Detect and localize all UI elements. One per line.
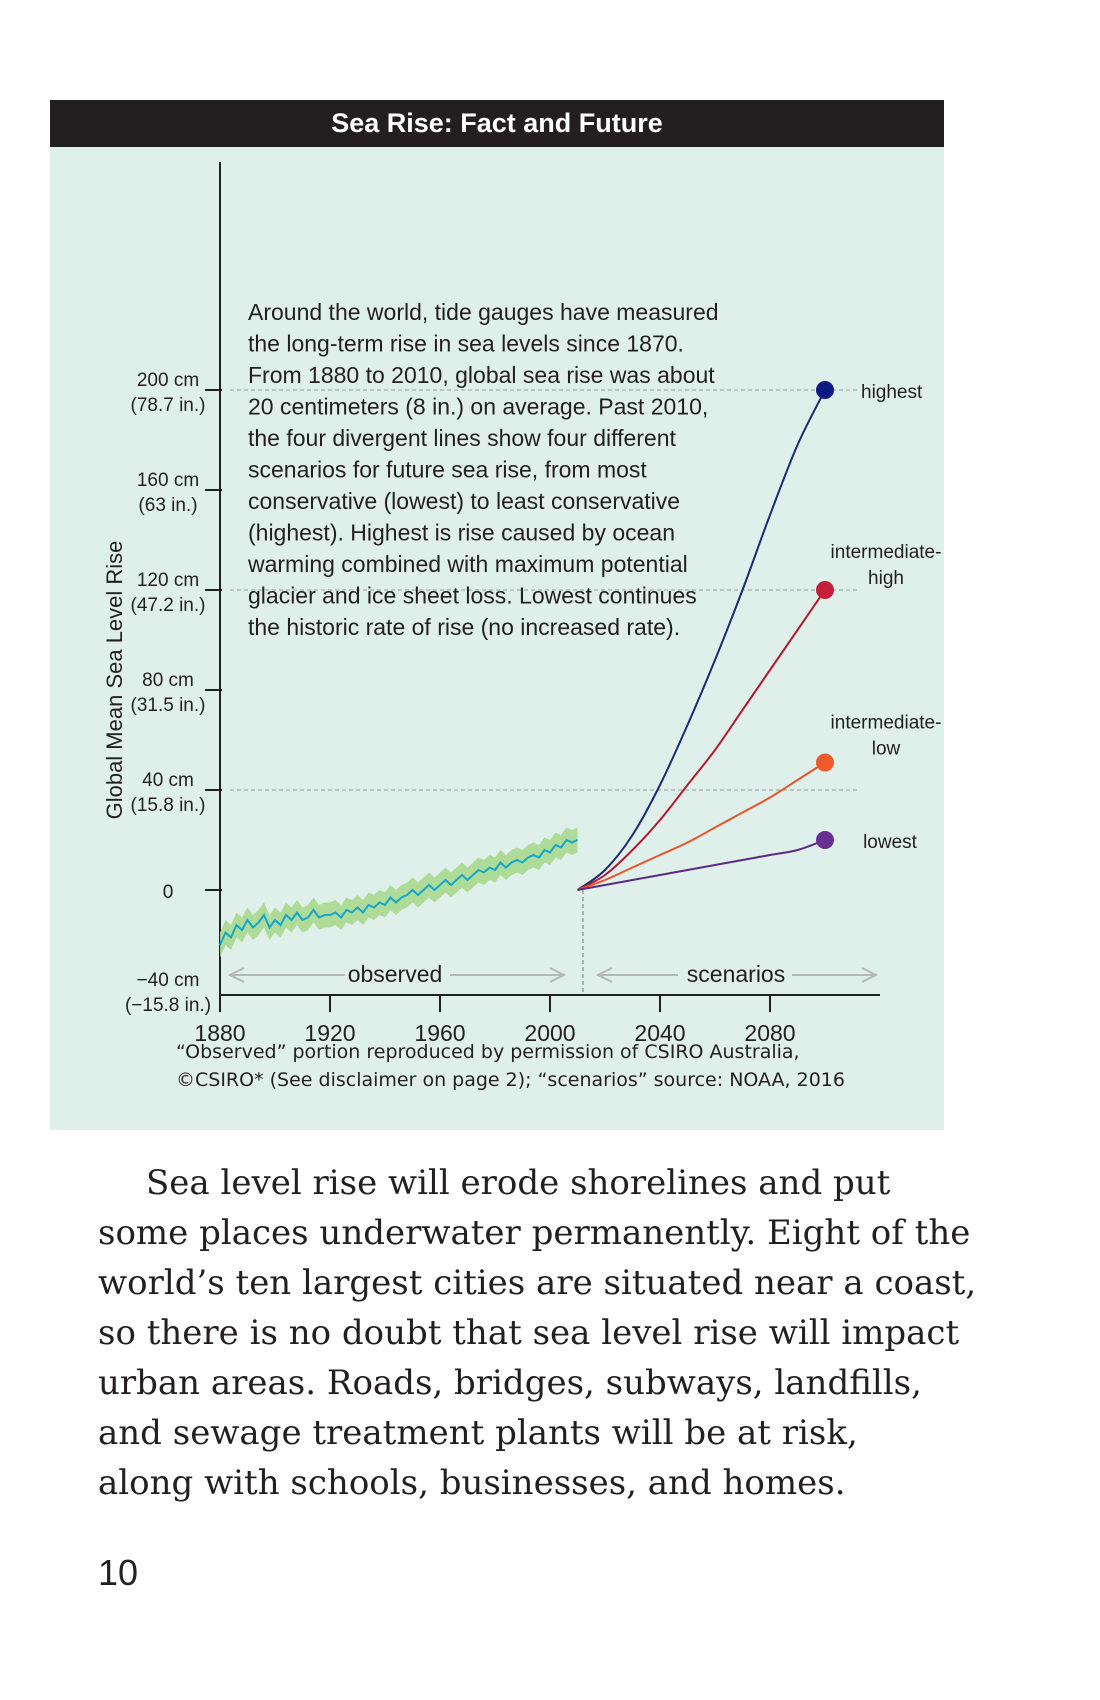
series-label: highest	[861, 382, 923, 403]
y-tick-label: 80 cm	[142, 670, 194, 691]
body-line: along with schools, businesses, and home…	[98, 1463, 846, 1503]
scenario-endpoint-intermediate-low	[816, 753, 834, 772]
series-label: intermediate-	[831, 542, 942, 563]
scenario-endpoint-intermediate-high	[816, 581, 834, 599]
y-tick-label: 200 cm	[137, 370, 199, 391]
chart-svg: Global Mean Sea Level Rise 200 cm (78.7 i…	[102, 162, 942, 1046]
series-label: intermediate-	[831, 713, 942, 734]
x-tick-label: 2000	[524, 1020, 575, 1046]
annotation-line: the long-term rise in sea levels since 1…	[248, 331, 684, 357]
credit-line: ©CSIRO* (See disclaimer on page 2); “sce…	[176, 1069, 845, 1091]
x-tick-label: 1960	[414, 1020, 465, 1046]
body-line: urban areas. Roads, bridges, subways, la…	[98, 1363, 922, 1403]
chart-credit: “Observed” portion reproduced by permiss…	[176, 1038, 916, 1094]
y-tick-sublabel: (31.5 in.)	[131, 695, 206, 716]
x-tick-label: 1880	[194, 1020, 245, 1046]
x-tick-label: 2080	[744, 1020, 795, 1046]
body-line: world’s ten largest cities are situated …	[98, 1263, 977, 1303]
y-tick-label: −40 cm	[137, 970, 200, 991]
body-paragraph: Sea level rise will erode shorelines and…	[98, 1158, 977, 1508]
body-line: so there is no doubt that sea level rise…	[98, 1313, 960, 1353]
scenario-line-intermediate-low	[577, 761, 826, 891]
annotation-line: conservative (lowest) to least conservat…	[248, 488, 680, 514]
scenario-line-lowest	[577, 839, 826, 891]
annotation-line: warming combined with maximum potential	[247, 551, 688, 577]
observed-arrow-left-head	[227, 967, 245, 983]
chart-figure: Sea Rise: Fact and Future Global Mean Se…	[50, 100, 944, 1130]
y-tick-sublabel: (−15.8 in.)	[125, 995, 211, 1016]
scenario-line-intermediate-high	[577, 589, 826, 891]
scenarios-label: scenarios	[687, 961, 785, 987]
y-tick-sublabel: (47.2 in.)	[131, 595, 206, 616]
annotation-line: 20 centimeters (8 in.) on average. Past …	[248, 394, 708, 420]
scenarios-arrow-right-head	[861, 967, 879, 983]
annotation-line: Around the world, tide gauges have measu…	[248, 299, 719, 325]
body-line: some places underwater permanently. Eigh…	[98, 1213, 971, 1253]
observed-uncertainty-band	[220, 827, 578, 958]
annotation-line: the historic rate of rise (no increased …	[248, 614, 680, 640]
y-tick-label: 40 cm	[142, 770, 194, 791]
scenario-endpoint-highest	[816, 381, 834, 399]
scenario-line-highest	[576, 389, 826, 891]
y-tick-sublabel: (15.8 in.)	[131, 795, 206, 816]
y-tick-label: 0	[163, 882, 174, 903]
observed-label: observed	[348, 961, 443, 987]
series-label: lowest	[863, 832, 918, 853]
annotation-line: (highest). Highest is rise caused by oce…	[248, 520, 675, 546]
body-line: and sewage treatment plants will be at r…	[98, 1413, 858, 1453]
x-tick-label: 2040	[634, 1020, 685, 1046]
annotation-line: the four divergent lines show four diffe…	[248, 425, 676, 451]
y-tick-label: 160 cm	[137, 470, 199, 491]
page-number: 10	[98, 1552, 139, 1593]
credit-line: “Observed” portion reproduced by permiss…	[176, 1041, 800, 1063]
x-tick-label: 1920	[304, 1020, 355, 1046]
observed-line	[219, 838, 578, 946]
observed-arrow-right-head	[549, 967, 567, 983]
annotation-line: scenarios for future sea rise, from most	[248, 457, 647, 483]
series-label: high	[868, 568, 904, 589]
y-tick-sublabel: (63 in.)	[138, 495, 197, 516]
y-tick-label: 120 cm	[137, 570, 199, 591]
scenarios-arrow-left-head	[595, 967, 613, 983]
y-axis-title: Global Mean Sea Level Rise	[102, 541, 127, 820]
annotation-line: From 1880 to 2010, global sea rise was a…	[248, 362, 715, 388]
chart-title: Sea Rise: Fact and Future	[50, 100, 944, 147]
y-tick-sublabel: (78.7 in.)	[131, 395, 206, 416]
scenario-endpoint-lowest	[816, 831, 834, 849]
body-line: Sea level rise will erode shorelines and…	[146, 1163, 891, 1203]
series-label: low	[872, 739, 901, 760]
annotation-line: glacier and ice sheet loss. Lowest conti…	[248, 583, 697, 609]
